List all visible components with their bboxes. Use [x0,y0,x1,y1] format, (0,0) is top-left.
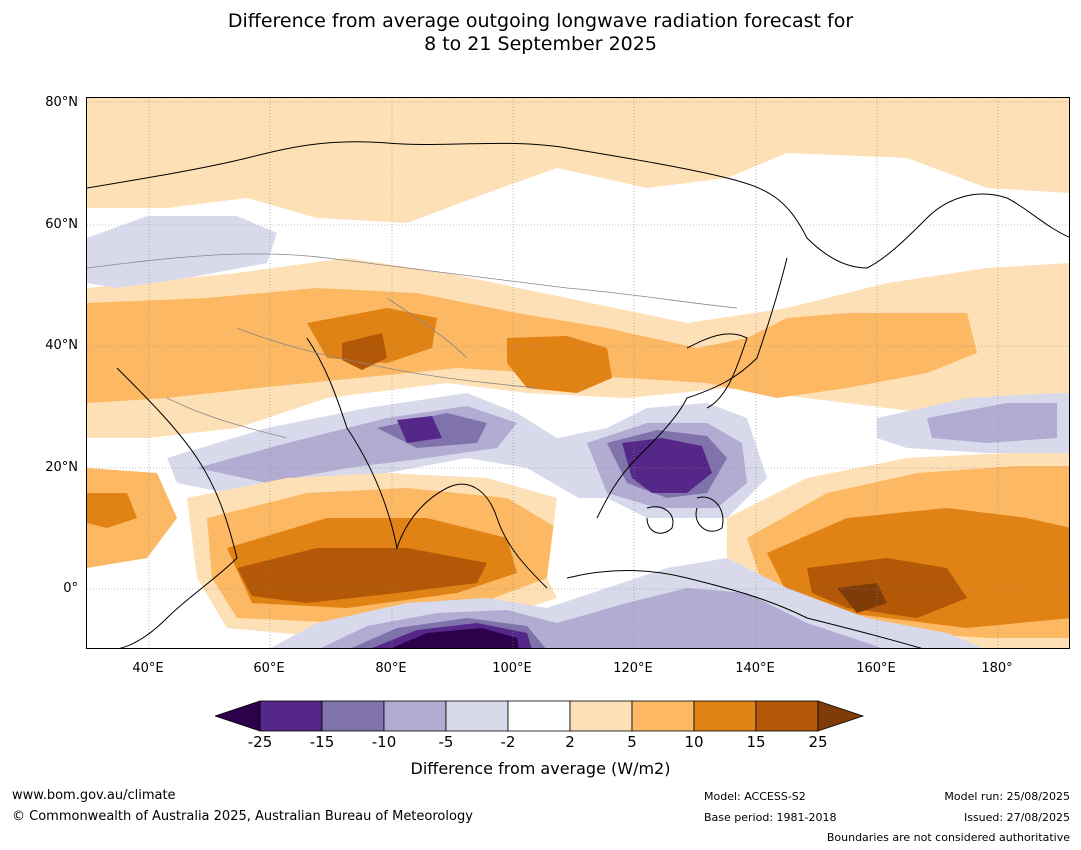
title-line-1: Difference from average outgoing longwav… [227,10,854,32]
lat-label-80n: 80°N [45,95,78,110]
anomaly-region-indian-ocean-brown [237,548,487,603]
colorbar-tick-label: 15 [746,733,766,751]
colorbar-tick-label: -10 [371,733,397,751]
lon-label-160e: 160°E [856,661,896,676]
anomaly-region-west-pacific-dark-purple [622,438,712,493]
colorbar-tick-label: 10 [684,733,704,751]
footer-disclaimer: Boundaries are not considered authoritat… [826,831,1070,844]
footer-base-period: Base period: 1981-2018 [704,811,837,824]
anomaly-region-north-pacific-purple [927,403,1057,443]
anomaly-region-central-pacific-darkest-brown [837,583,887,613]
colorbar-tick-label: -2 [500,733,516,751]
lon-label-180: 180° [981,661,1013,676]
country-boundaries [87,253,738,439]
lon-label-40e: 40°E [132,661,164,676]
colorbar-bin [693,700,757,732]
colorbar-bin [631,700,695,732]
colorbar-tick-label: -25 [247,733,273,751]
colorbar-bin [507,700,571,732]
footer-model-run: Model run: 25/08/2025 [944,790,1070,803]
footer-issued: Issued: 27/08/2025 [963,811,1070,824]
anomaly-region-china-dark-orange [507,336,612,393]
colorbar-extend-low [215,700,261,732]
footer-model: Model: ACCESS-S2 [704,790,806,803]
colorbar-tick-label: 5 [627,733,637,751]
map-canvas [87,98,1069,648]
coastlines [87,141,1069,648]
colorbar-bin [569,700,633,732]
footer-website: www.bom.gov.au/climate [12,788,176,803]
anomaly-region-bay-of-bengal-dark-purple [397,416,442,443]
lon-label-140e: 140°E [735,661,775,676]
colorbar-bin [445,700,509,732]
anomaly-region-central-pacific-brown [807,558,967,618]
lat-label-60n: 60°N [45,217,78,232]
lon-label-120e: 120°E [613,661,653,676]
anomaly-region-africa-dark-orange [87,493,137,528]
lat-label-20n: 20°N [45,460,78,475]
title-line-2: 8 to 21 September 2025 [424,33,657,55]
colorbar-bin [755,700,819,732]
lon-label-80e: 80°E [375,661,407,676]
colorbar-tick-label: 25 [808,733,828,751]
lon-label-60e: 60°E [253,661,285,676]
olr-anomaly-map [86,97,1070,649]
lat-label-40n: 40°N [45,338,78,353]
lon-label-100e: 100°E [492,661,532,676]
anomaly-region-west-asia-light-purple [87,216,277,288]
colorbar-bin [383,700,447,732]
colorbar-tick-label: -15 [309,733,335,751]
anomaly-region-north-light-orange [87,98,1069,223]
map-title: Difference from average outgoing longwav… [0,10,1081,56]
colorbar-extend-high [817,700,865,732]
colorbar [215,700,865,732]
colorbar-bin [321,700,385,732]
anomaly-region-southern-darkest-purple [391,628,519,648]
footer-copyright: © Commonwealth of Australia 2025, Austra… [12,809,473,824]
colorbar-label: Difference from average (W/m2) [410,759,671,778]
lat-label-0: 0° [63,581,78,596]
colorbar-tick-label: -5 [438,733,454,751]
colorbar-tick-label: 2 [565,733,575,751]
colorbar-bin [259,700,323,732]
graticule [87,98,1069,648]
